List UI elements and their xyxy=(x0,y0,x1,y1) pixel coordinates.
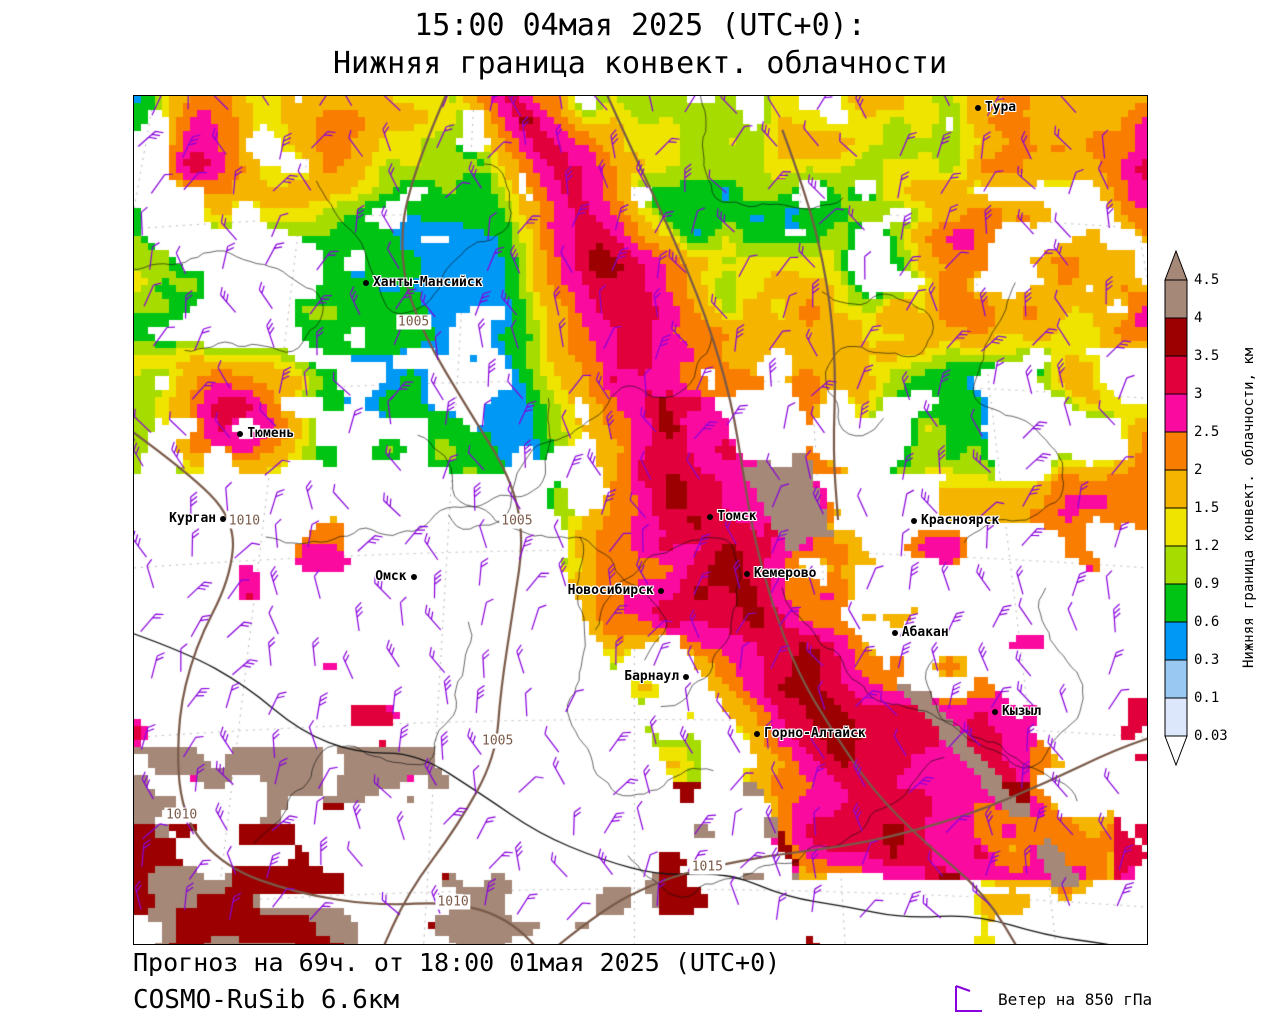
legend-tick: 4.5 xyxy=(1194,272,1220,288)
legend-axis-label: Нижняя граница конвект. облачности, км xyxy=(1241,347,1257,669)
wind-legend-label: Ветер на 850 гПа xyxy=(998,989,1153,1009)
legend-tick: 2.5 xyxy=(1194,424,1220,440)
weather-map-canvas xyxy=(134,96,1147,944)
page-subtitle: Нижняя граница конвект. облачности xyxy=(332,46,948,81)
page-title: 15:00 04мая 2025 (UTC+0): xyxy=(414,8,866,43)
map-area: Тура Ханты-Мансийск Тюмень Курган Омск Томск К… xyxy=(133,95,1148,945)
legend-tick: 3 xyxy=(1194,386,1203,402)
legend-tick: 0.9 xyxy=(1194,576,1220,592)
legend-tick: 0.6 xyxy=(1194,614,1220,630)
wind-legend: Ветер на 850 гПа xyxy=(948,984,1152,1014)
forecast-caption: Прогноз на 69ч. от 18:00 01мая 2025 (UTC… xyxy=(133,948,781,977)
legend-tick: 4 xyxy=(1194,310,1203,326)
legend-tick: 3.5 xyxy=(1194,348,1220,364)
legend-tick: 0.3 xyxy=(1194,652,1220,668)
legend-tick: 0.1 xyxy=(1194,690,1220,706)
model-caption: COSMO-RuSib 6.6км xyxy=(133,985,400,1015)
legend-tick: 1.5 xyxy=(1194,500,1220,516)
legend-tick: 1.2 xyxy=(1194,538,1220,554)
colorbar xyxy=(1164,249,1188,767)
legend-tick: 0.03 xyxy=(1194,728,1228,744)
wind-barb-icon xyxy=(955,985,982,1012)
colorbar-legend: 4.5 4 3.5 3 2.5 2 1.5 1.2 0.9 0.6 0.3 0.1 0.03 xyxy=(1164,249,1274,770)
legend-tick: 2 xyxy=(1194,462,1203,478)
